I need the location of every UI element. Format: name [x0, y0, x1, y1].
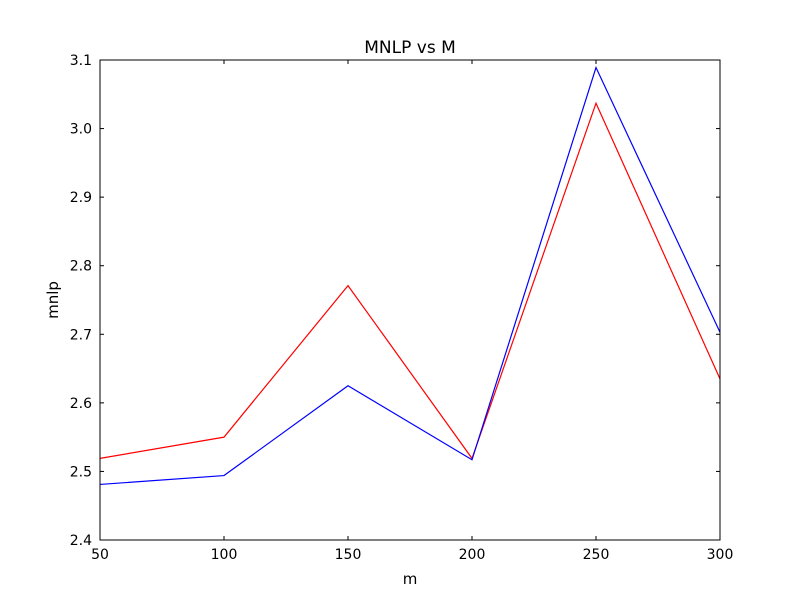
- y-tick-label: 2.4: [70, 533, 92, 549]
- y-tick-label: 3.1: [70, 53, 92, 69]
- y-tick-label: 2.8: [70, 259, 92, 275]
- x-tick-label: 50: [91, 547, 109, 563]
- chart-title: MNLP vs M: [364, 38, 456, 58]
- x-tick-label: 150: [335, 547, 362, 563]
- x-tick-label: 300: [707, 547, 734, 563]
- y-tick-label: 2.5: [70, 464, 92, 480]
- ticks-layer: 50 100 150 200 250 300 2.4 2.5 2.6 2.7 2.8 2.9 3.0 3.…: [70, 53, 734, 563]
- x-tick-label: 200: [459, 547, 486, 563]
- y-tick-label: 2.9: [70, 190, 92, 206]
- y-tick-label: 2.7: [70, 327, 92, 343]
- x-axis-label: m: [403, 570, 418, 588]
- x-tick-label: 100: [211, 547, 238, 563]
- y-tick-label: 2.6: [70, 396, 92, 412]
- series-line-1: [99, 101, 721, 460]
- plot-frame: [99, 59, 721, 541]
- series-layer: [99, 65, 721, 486]
- x-tick-label: 250: [583, 547, 610, 563]
- series-line-2: [99, 65, 721, 486]
- y-tick-label: 3.0: [70, 122, 92, 138]
- y-axis-label: mnlp: [44, 281, 62, 319]
